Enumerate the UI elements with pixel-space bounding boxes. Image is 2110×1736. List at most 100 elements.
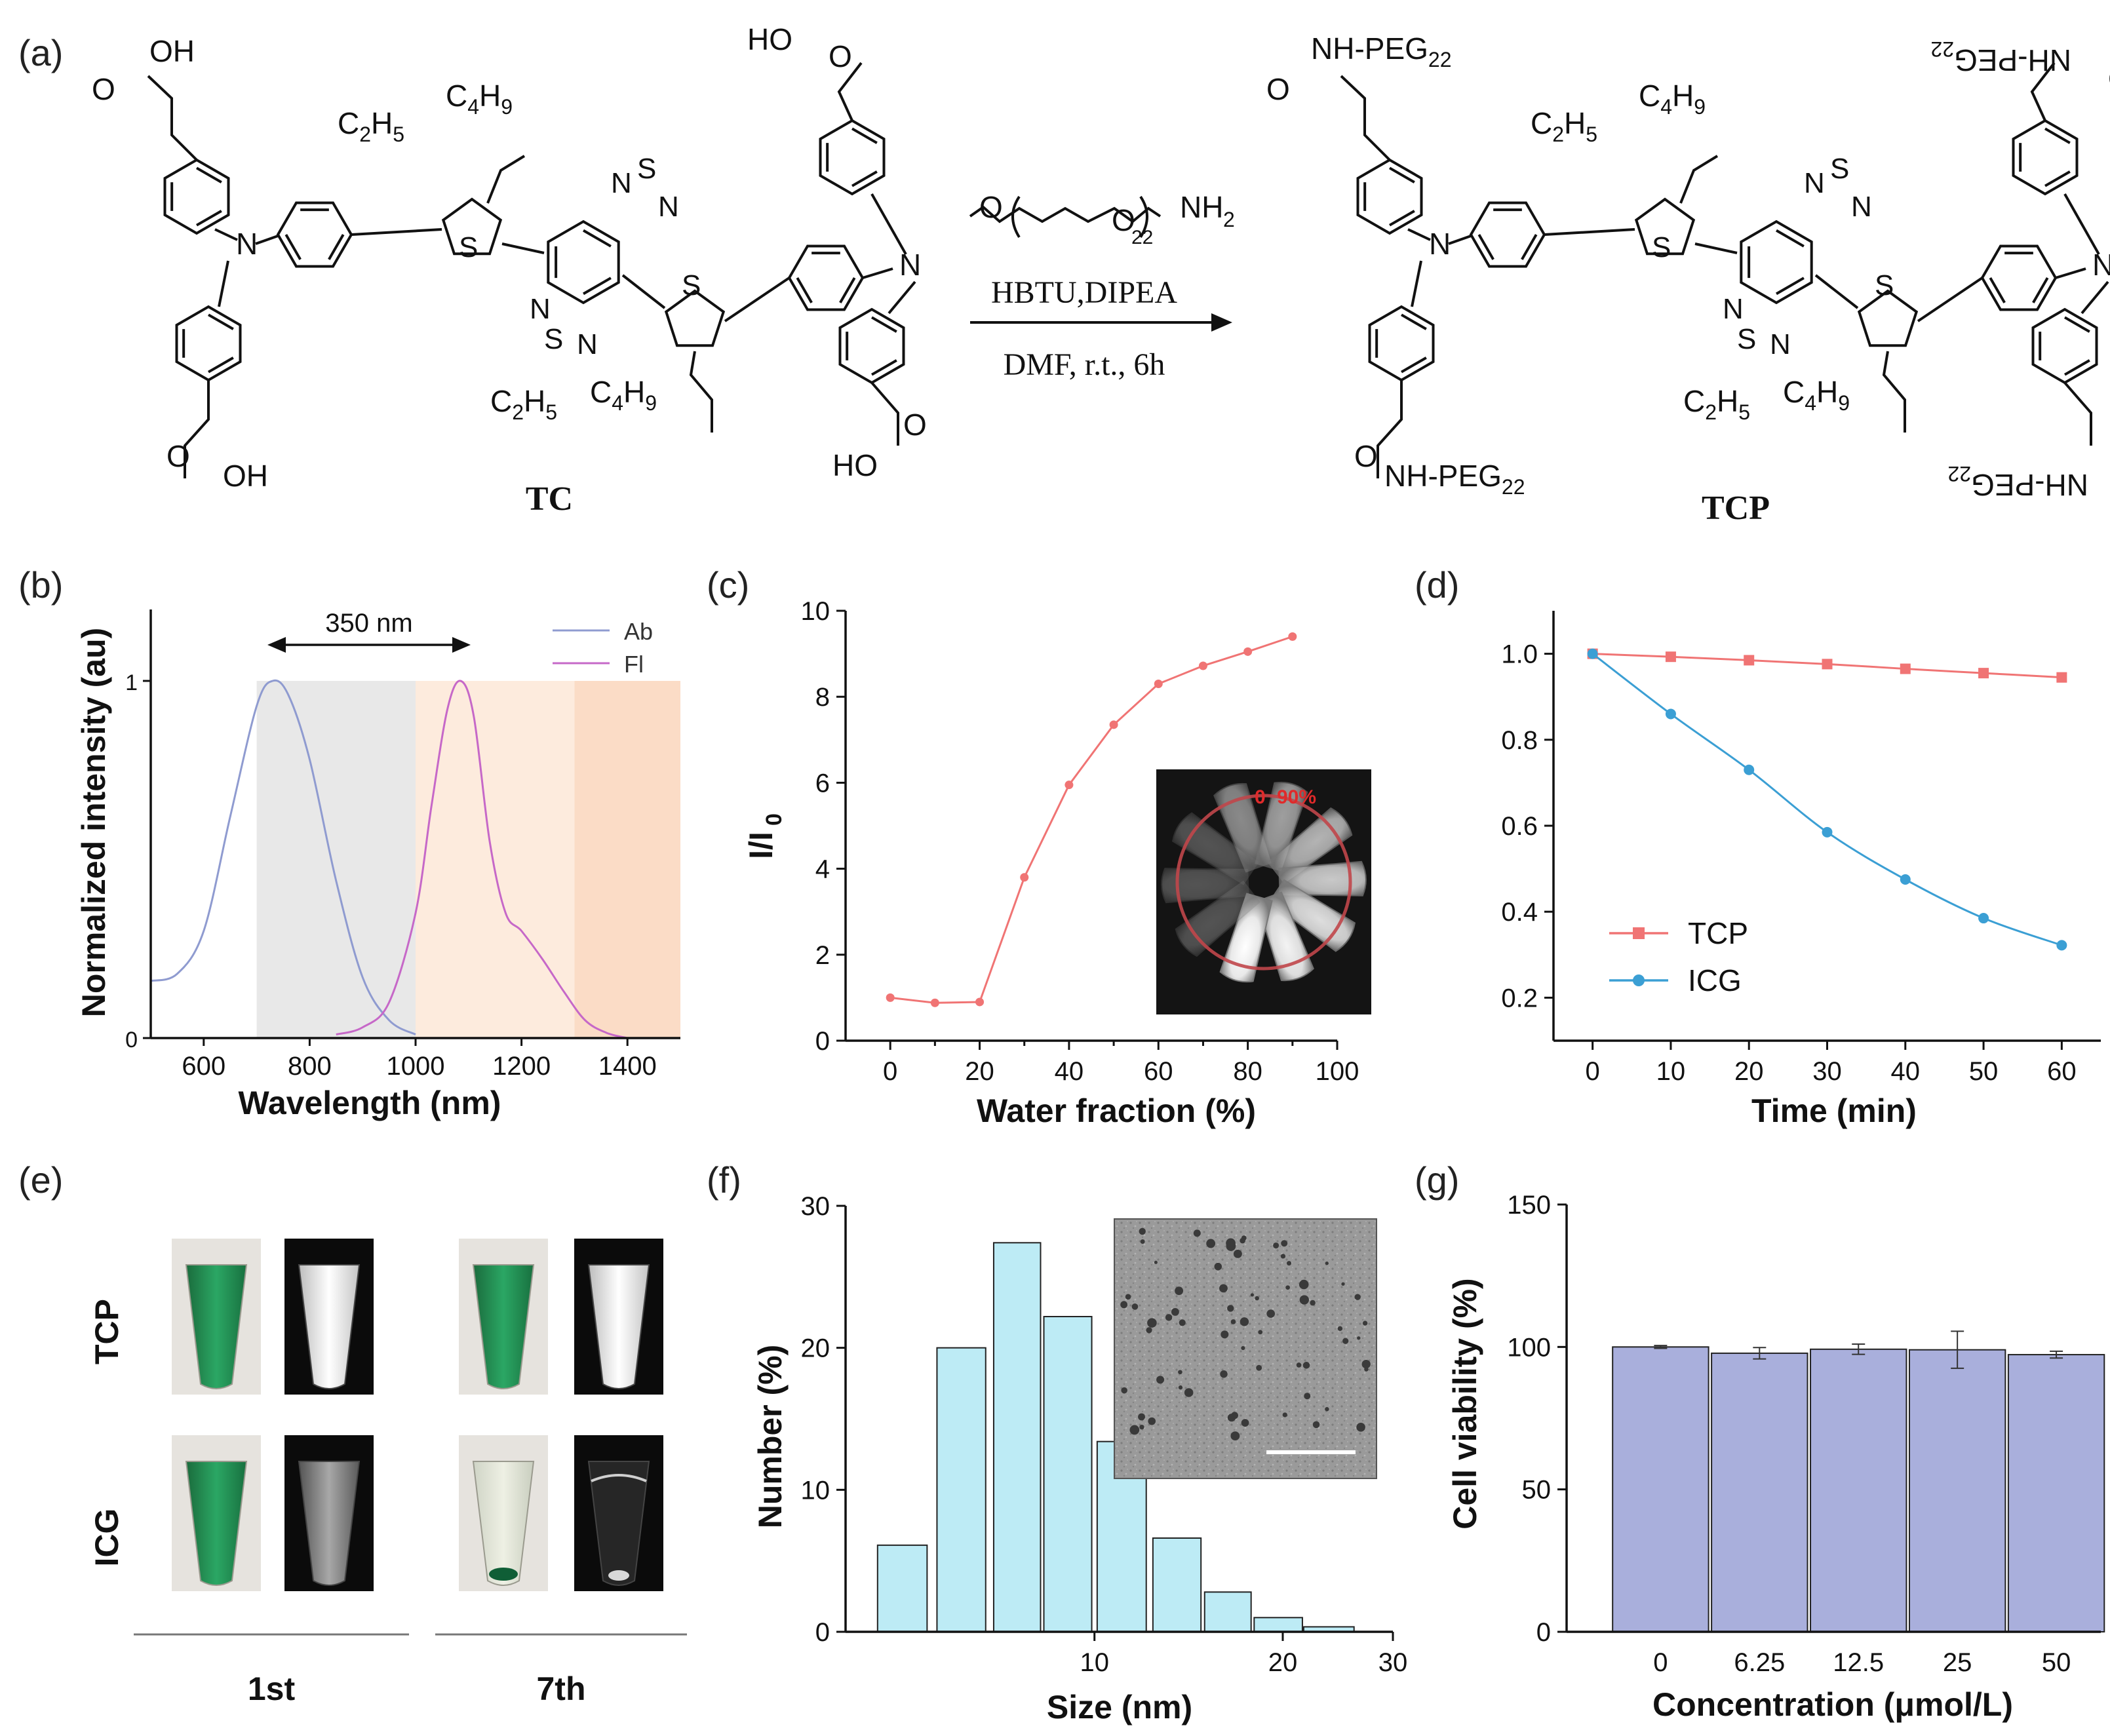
panel-f-bar: [1203, 1591, 1252, 1632]
panel-f-tem-particle: [1342, 1338, 1349, 1344]
bond: [1448, 235, 1472, 245]
oxygen-label: O: [903, 408, 927, 442]
panel-e-col-label-7th: 7th: [537, 1670, 586, 1707]
panel-f-tem-particle: [1341, 1282, 1345, 1286]
panel-f-tem-particle: [1146, 1327, 1152, 1334]
panel-c-xtick-label: 100: [1316, 1057, 1359, 1086]
panel-f-tem-particle: [1120, 1301, 1128, 1309]
panel-f-xtick-label: 10: [1080, 1648, 1109, 1677]
panel-c-inset-tube-body: [1213, 782, 1272, 873]
panel-d-point-icg: [1665, 708, 1676, 720]
panel-f-xlabel: Size (nm): [1047, 1689, 1192, 1726]
panel-e-tube: [298, 1461, 361, 1586]
panel-d-legend-tcp-marker: [1633, 927, 1645, 939]
panel-f-tem-particle: [1129, 1425, 1140, 1435]
compound-label-tcp: TCP: [1702, 490, 1770, 527]
ring-double-bond: [871, 316, 897, 333]
bond: [1814, 274, 1859, 309]
hydroxyl-label: HO: [747, 22, 792, 56]
ring-double-bond: [1989, 277, 2006, 303]
panel-f-tem-particle: [1227, 1305, 1234, 1312]
panel-f-tem-particle: [1219, 1284, 1228, 1293]
panel-f-bar: [1152, 1537, 1202, 1632]
bond: [724, 277, 791, 322]
panel-f-tem-inset: [1114, 1218, 1377, 1479]
panel-c-aie: 0 20 40 60 80 100 0 2 4 6 8 10 Water fraction (%) I…: [743, 597, 1371, 1129]
panel-c-series-line: [890, 635, 1293, 1004]
panel-f-bar: [876, 1544, 928, 1632]
panel-f-tem-particle: [1147, 1318, 1157, 1328]
panel-c-ylabel: I/I: [743, 832, 779, 859]
sulfur-label: S: [1652, 231, 1671, 263]
panel-f-tem-particle: [1140, 1239, 1145, 1244]
benzene-ring: [1980, 244, 2058, 311]
panel-e-precipitate: [489, 1568, 518, 1581]
peg-bracket-close: [1139, 195, 1148, 239]
panel-label-d: (d): [1415, 564, 1459, 606]
bond: [2081, 280, 2109, 315]
panel-b-xtick-label: 1200: [492, 1052, 551, 1081]
reagent-line-1: HBTU,DIPEA: [991, 275, 1177, 310]
ring-double-bond: [796, 277, 813, 303]
panel-d-point-icg: [1587, 648, 1598, 659]
panel-f-ytick-label: 20: [801, 1334, 830, 1363]
panel-f-ytick-label: 30: [801, 1192, 830, 1221]
panel-f-tem-particle: [1131, 1303, 1139, 1310]
compound-label-tc: TC: [526, 480, 573, 518]
bond: [621, 274, 666, 309]
panel-f-tem-particle: [1139, 1424, 1144, 1430]
panel-f-tem-particle: [1241, 1345, 1245, 1351]
panel-f-tem-particle: [1281, 1240, 1288, 1247]
reagent-line-2: DMF, r.t., 6h: [1004, 347, 1165, 382]
panel-c-inset-photo: 0 90%: [1156, 769, 1371, 1014]
panel-c-xtick-label: 60: [1144, 1057, 1173, 1086]
panel-f-tem-particle: [1273, 1242, 1280, 1249]
panel-d-xtick-label: 50: [1969, 1057, 1999, 1086]
ring-double-bond: [1388, 166, 1415, 183]
panel-c-point: [1288, 632, 1297, 641]
panel-c-ylabel-sub: 0: [762, 813, 787, 826]
panel-f-tem-particle: [1282, 1412, 1287, 1418]
ring-double-bond: [2032, 277, 2049, 303]
alkyl-chain: [1377, 380, 1403, 478]
panel-d-ytick-label: 0.2: [1501, 984, 1538, 1013]
panel-d-legend-icg-marker: [1633, 974, 1645, 986]
butyl-label: C4H9: [1639, 79, 1706, 119]
panel-c-inset-tube: [1255, 781, 1308, 872]
panel-b-shaded-region: [574, 681, 680, 1038]
panel-e-row-label-icg: ICG: [88, 1509, 125, 1567]
panel-b-span-arrow-left: [267, 637, 286, 653]
nitrogen-label: N: [530, 293, 551, 325]
peg-chain-zigzag: [969, 205, 1162, 223]
panel-c-xtick-label: 40: [1055, 1057, 1084, 1086]
panel-f-tem-particle: [1193, 1229, 1201, 1237]
panel-d-point-icg: [1744, 764, 1755, 775]
ring-double-bond: [1521, 234, 1538, 260]
ring-double-bond: [208, 313, 234, 330]
nitrogen-label: N: [899, 248, 921, 282]
panel-d-series-icg: [1592, 653, 2062, 946]
panel-label-f: (f): [707, 1159, 741, 1201]
panel-b-xlabel: Wavelength (nm): [239, 1085, 501, 1121]
panel-d-point-tcp: [1665, 651, 1676, 663]
ring-double-bond: [1477, 234, 1495, 260]
ring-double-bond: [839, 277, 856, 303]
panel-f-tem-particle: [1296, 1362, 1302, 1368]
panel-c-point: [1154, 680, 1163, 689]
sulfur-label: S: [459, 231, 478, 263]
nitrogen-label: N: [611, 167, 632, 199]
sulfur-label: S: [1737, 323, 1756, 355]
alkyl-chain: [1679, 155, 1719, 204]
panel-b-shaded-region: [416, 681, 575, 1038]
panel-f-tem-particle: [1250, 1293, 1255, 1297]
panel-d-ytick-label: 1.0: [1501, 640, 1538, 669]
bond: [255, 235, 279, 245]
butyl-label: C4H9: [590, 375, 657, 415]
alkyl-chain: [147, 75, 198, 161]
panel-e-tube: [298, 1264, 361, 1389]
panel-d-xlabel: Time (min): [1751, 1092, 1917, 1129]
panel-g-ytick-label: 0: [1536, 1618, 1551, 1647]
panel-f-tem-particle: [1179, 1319, 1186, 1326]
benzene-ring: [163, 158, 230, 235]
panel-label-b: (b): [18, 564, 63, 606]
